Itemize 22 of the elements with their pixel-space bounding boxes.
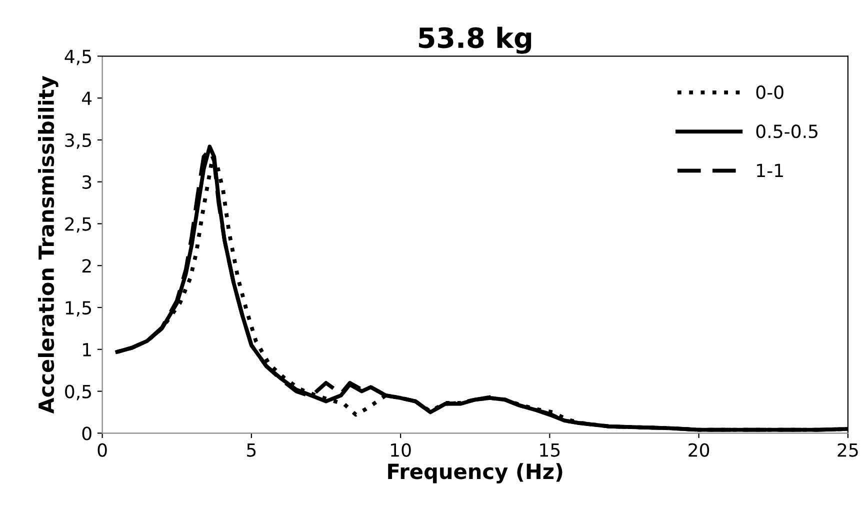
legend-label: 0-0 [756,85,784,100]
x-tick-label: 20 [688,443,710,457]
y-tick-label: 4 [82,92,92,105]
chart-title: 53.8 kg [418,26,532,54]
x-tick-label: 5 [247,443,256,457]
x-tick-label: 25 [838,443,858,457]
y-tick-label: 0 [82,426,92,440]
y-tick-label: 0,5 [65,384,92,400]
y-tick-label: 3,5 [65,133,92,149]
x-axis-title: Frequency (Hz) [388,463,562,484]
y-axis-title: Acceleration Transmissibility [38,76,58,414]
y-tick-label: 3 [82,175,92,189]
x-tick-label: 15 [540,443,560,457]
y-tick-label: 4,5 [64,50,92,66]
x-tick-label: 10 [391,443,411,457]
y-tick-label: 2 [82,259,91,272]
y-tick-label: 1 [83,343,91,356]
legend-label: 0.5-0.5 [756,124,818,138]
y-tick-label: 1,5 [66,301,92,316]
legend-label: 1-1 [757,164,783,178]
x-tick-label: 0 [98,443,107,457]
y-tick-label: 2,5 [65,217,92,233]
